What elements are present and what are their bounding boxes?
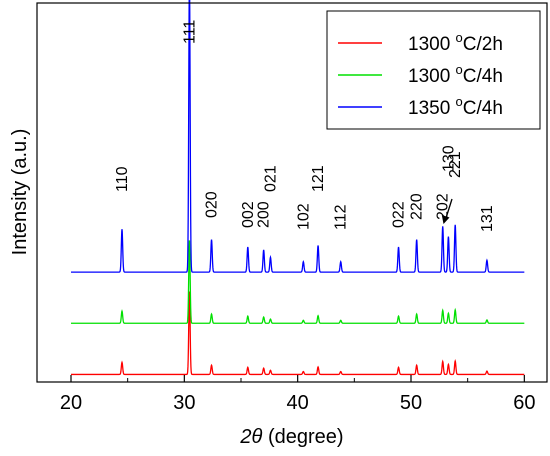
peak-label: 110 bbox=[114, 166, 131, 192]
x-tick-label: 50 bbox=[400, 392, 422, 414]
series-line bbox=[71, 0, 525, 273]
peak-label: 102 bbox=[295, 203, 312, 230]
peak-label: 020 bbox=[204, 191, 221, 218]
peak-label: 111 bbox=[181, 20, 198, 44]
plot-frame bbox=[36, 2, 548, 383]
legend-entry: 1300 oC/2h bbox=[408, 30, 503, 55]
y-axis-title: Intensity (a.u.) bbox=[9, 129, 31, 256]
peak-label: 220 bbox=[409, 193, 426, 220]
legend-entry: 1300 oC/4h bbox=[408, 62, 503, 87]
peak-label: 131 bbox=[479, 205, 496, 232]
plot-lines bbox=[71, 0, 525, 376]
peak-label: 112 bbox=[333, 204, 350, 230]
x-tick-label: 20 bbox=[60, 392, 82, 414]
x-tick-label: 30 bbox=[173, 392, 195, 414]
x-axis-title: 2θ (degree) bbox=[239, 426, 343, 448]
x-axis-ticks: 20 30 40 50 60 bbox=[60, 375, 535, 414]
peak-label: 130 bbox=[440, 145, 457, 172]
peak-label: 121 bbox=[310, 165, 327, 192]
peak-label: 002 bbox=[240, 201, 257, 228]
peak-label: 021 bbox=[262, 165, 279, 192]
peak-221-arrow bbox=[441, 198, 453, 224]
series-line bbox=[71, 240, 525, 324]
legend: 1300 oC/2h 1300 oC/4h 1350 oC/4h bbox=[326, 10, 541, 130]
legend-box bbox=[326, 10, 541, 130]
peak-label: 221 bbox=[447, 151, 464, 178]
peak-label: 200 bbox=[256, 201, 273, 228]
x-tick-label: 60 bbox=[513, 392, 535, 414]
peak-label: 022 bbox=[391, 201, 408, 228]
x-tick-label: 40 bbox=[287, 392, 309, 414]
series-line bbox=[71, 291, 525, 376]
legend-entry: 1350 oC/4h bbox=[408, 94, 503, 119]
